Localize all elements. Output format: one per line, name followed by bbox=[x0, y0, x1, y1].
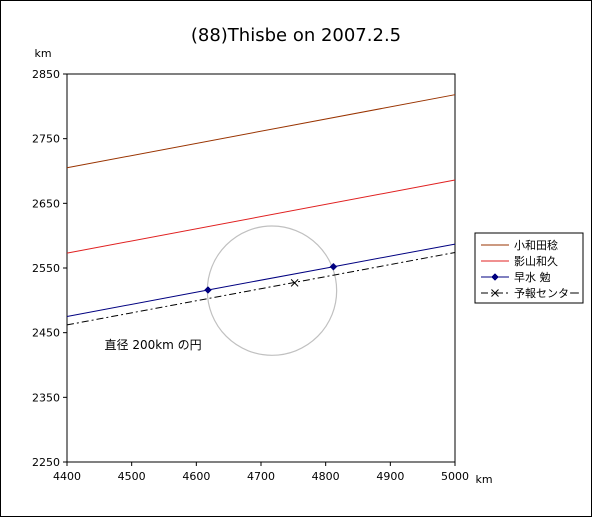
x-tick-label: 4400 bbox=[53, 470, 81, 483]
chart-title: (88)Thisbe on 2007.2.5 bbox=[191, 25, 401, 46]
series-4-marker-stroke bbox=[290, 279, 299, 287]
circle-annotation: 直径 200km の円 bbox=[105, 338, 202, 352]
series-2-line bbox=[66, 179, 456, 254]
legend-label-series-3: 早水 勉 bbox=[514, 270, 551, 284]
x-tick-label: 4800 bbox=[312, 470, 340, 483]
x-tick-label: 4900 bbox=[376, 470, 404, 483]
x-tick-label: 5000 bbox=[441, 470, 469, 483]
legend-marker-series-3 bbox=[491, 273, 499, 281]
y-tick-label: 2650 bbox=[32, 197, 60, 210]
x-tick-label: 4600 bbox=[182, 470, 210, 483]
y-axis-unit: km bbox=[34, 47, 51, 60]
annotation-layer: 直径 200km の円 bbox=[105, 338, 202, 352]
legend-label-series-1: 小和田稔 bbox=[514, 238, 558, 252]
x-tick-label: 4500 bbox=[118, 470, 146, 483]
legend-marker-series-4-stroke bbox=[491, 289, 499, 297]
tick-layer: 4400 4500 4600 4700 4800 4900 5000 2250 2350 2450… bbox=[32, 68, 469, 483]
series-4-line bbox=[66, 251, 456, 326]
y-tick-label: 2850 bbox=[32, 68, 60, 81]
series-4-marker bbox=[290, 279, 299, 287]
series-3-line bbox=[66, 243, 456, 317]
legend-label-series-4: 予報センター bbox=[514, 287, 580, 300]
x-tick-label: 4700 bbox=[247, 470, 275, 483]
y-tick-label: 2250 bbox=[32, 456, 60, 469]
series-1-line bbox=[66, 94, 456, 169]
series-3-marker bbox=[204, 286, 212, 294]
legend-label-series-2: 影山和久 bbox=[514, 255, 558, 268]
legend-marker-series-4 bbox=[491, 289, 499, 297]
y-tick-label: 2350 bbox=[32, 391, 60, 404]
series-3-marker bbox=[329, 262, 338, 271]
x-axis-unit: km bbox=[475, 473, 492, 486]
y-tick-label: 2550 bbox=[32, 262, 60, 275]
y-tick-label: 2750 bbox=[32, 133, 60, 146]
series-layer bbox=[66, 94, 456, 326]
plot-area bbox=[66, 73, 456, 463]
y-tick-label: 2450 bbox=[32, 327, 60, 340]
